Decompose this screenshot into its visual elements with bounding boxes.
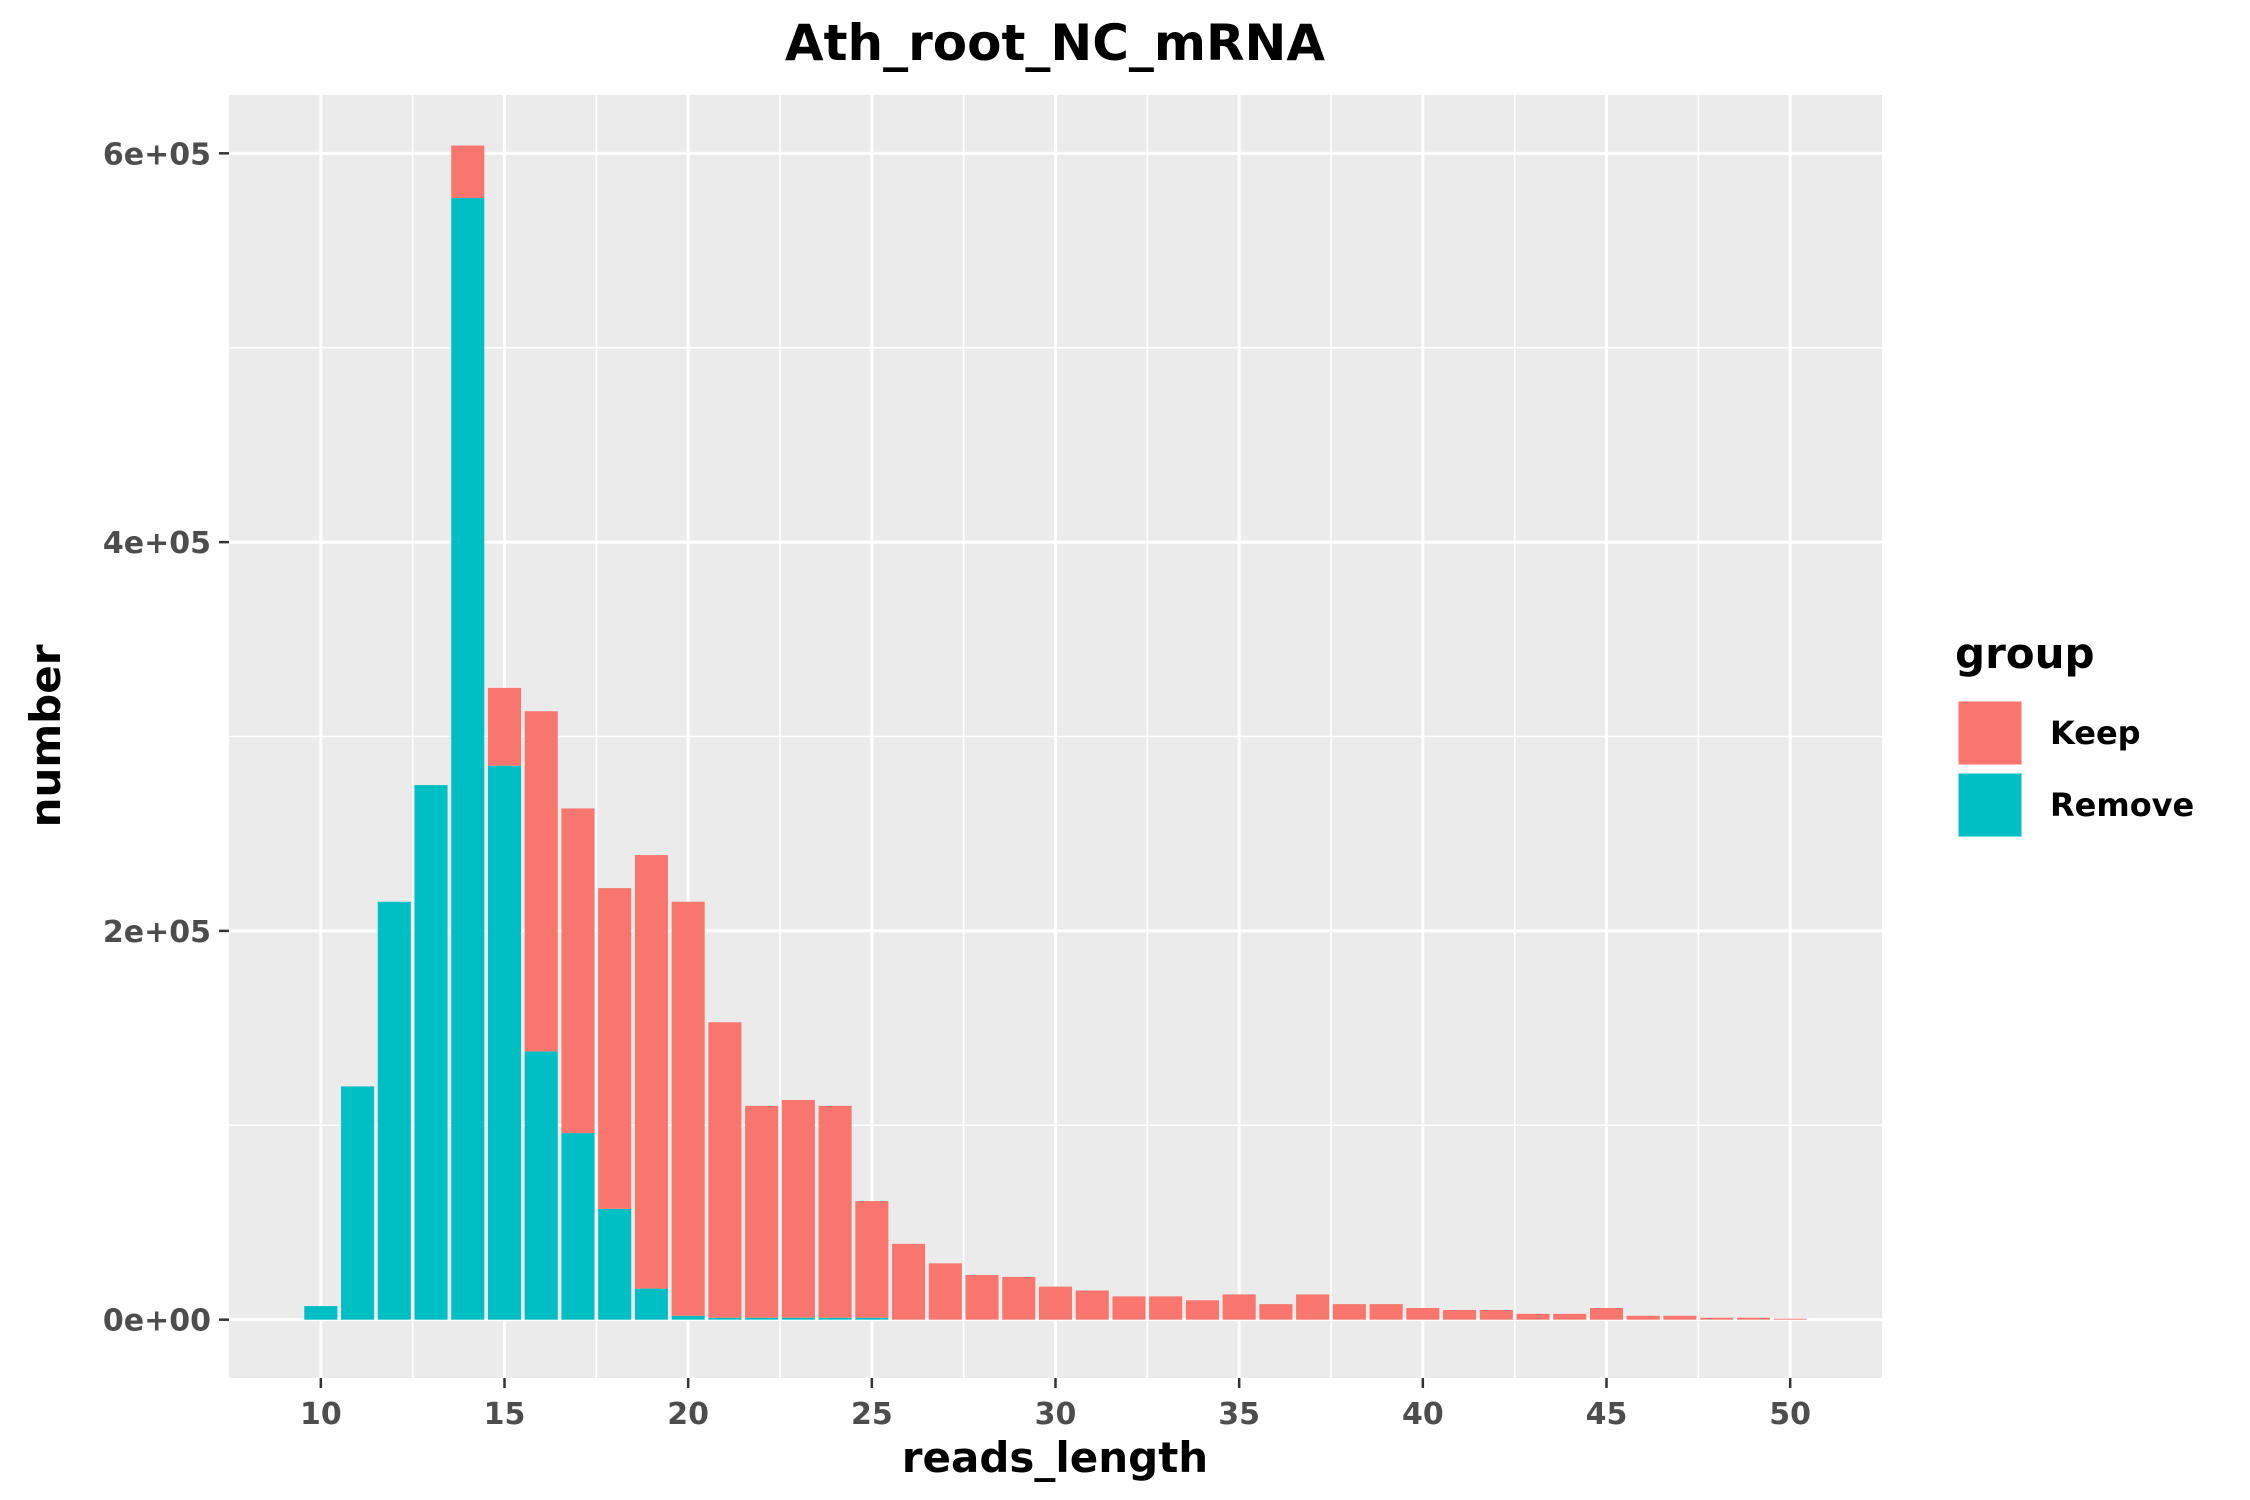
bar-keep [1222, 1294, 1256, 1320]
bar-keep [855, 1201, 889, 1318]
bar-remove [487, 765, 522, 1320]
legend: group Keep Remove [1955, 629, 2194, 840]
bar-keep [1626, 1315, 1660, 1320]
bar-keep [1553, 1313, 1587, 1320]
legend-remove-swatch [1955, 770, 2025, 840]
bar-keep [1002, 1276, 1036, 1320]
bars-layer [304, 145, 1807, 1320]
bar-keep [671, 901, 705, 1316]
bar-remove [304, 1306, 338, 1320]
x-tick-label: 10 [300, 1397, 342, 1432]
bar-keep [745, 1105, 779, 1318]
x-tick-label: 35 [1218, 1397, 1260, 1432]
bar-remove [708, 1317, 742, 1320]
bar-remove [561, 1133, 595, 1320]
bar-remove [671, 1315, 705, 1320]
bar-keep [708, 1022, 742, 1318]
bar-keep [1185, 1300, 1219, 1320]
bar-remove [451, 198, 485, 1320]
bar-keep [634, 855, 668, 1289]
bar-remove [818, 1317, 852, 1320]
bar-remove [414, 785, 448, 1320]
bar-keep [1443, 1309, 1477, 1320]
y-tick-label: 0e+00 [103, 1304, 211, 1339]
x-tick-label: 45 [1586, 1397, 1628, 1432]
bar-keep [1479, 1309, 1513, 1320]
x-axis-title: reads_length [902, 1433, 1208, 1482]
legend-keep-label: Keep [2050, 714, 2141, 752]
bar-remove [524, 1051, 558, 1320]
bar-keep [451, 145, 485, 199]
bar-remove [745, 1317, 779, 1320]
bar-keep [561, 808, 595, 1134]
bar-keep [781, 1100, 815, 1318]
bar-keep [1516, 1313, 1550, 1320]
bar-keep [928, 1263, 962, 1320]
bar-keep [1369, 1304, 1403, 1320]
bar-keep [818, 1105, 852, 1318]
bar-remove [598, 1208, 632, 1320]
bar-remove [634, 1288, 668, 1320]
legend-title: group [1955, 629, 2095, 678]
x-tick-label: 25 [851, 1397, 893, 1432]
x-tick-label: 15 [484, 1397, 526, 1432]
y-tick-label: 2e+05 [103, 915, 211, 950]
bar-keep [1406, 1308, 1440, 1320]
bar-keep [1038, 1286, 1073, 1320]
y-tick-label: 6e+05 [103, 137, 211, 172]
bar-keep [1149, 1296, 1183, 1320]
bar-keep [965, 1274, 999, 1320]
bar-keep [524, 711, 558, 1052]
x-tick-label: 50 [1769, 1397, 1811, 1432]
bar-keep [1075, 1290, 1109, 1320]
bar-keep [1112, 1296, 1146, 1320]
bar-keep [1589, 1308, 1624, 1320]
legend-keep-swatch [1955, 698, 2025, 768]
y-tick-label: 4e+05 [103, 526, 211, 561]
y-axis-title: number [21, 644, 70, 827]
bar-keep [1736, 1317, 1770, 1320]
bar-keep [892, 1243, 926, 1320]
legend-remove-label: Remove [2050, 786, 2194, 824]
bar-keep [1700, 1317, 1734, 1320]
bar-keep [487, 687, 522, 766]
bar-remove [855, 1317, 889, 1320]
bar-keep [1332, 1304, 1366, 1320]
bar-keep [1773, 1318, 1807, 1320]
x-tick-label: 20 [667, 1397, 709, 1432]
x-tick-label: 40 [1402, 1397, 1444, 1432]
axis-layer: 10 15 20 25 30 35 40 45 50 0e+00 2e+05 4e+05 6e+05 [103, 137, 1811, 1432]
bar-keep [1663, 1315, 1697, 1320]
bar-remove [341, 1086, 375, 1320]
bar-keep [1296, 1294, 1330, 1320]
bar-remove [377, 901, 411, 1320]
bar-keep [1259, 1304, 1293, 1320]
chart-title: Ath_root_NC_mRNA [785, 14, 1325, 72]
x-tick-label: 30 [1035, 1397, 1077, 1432]
bar-remove [781, 1317, 815, 1320]
bar-keep [598, 888, 632, 1209]
